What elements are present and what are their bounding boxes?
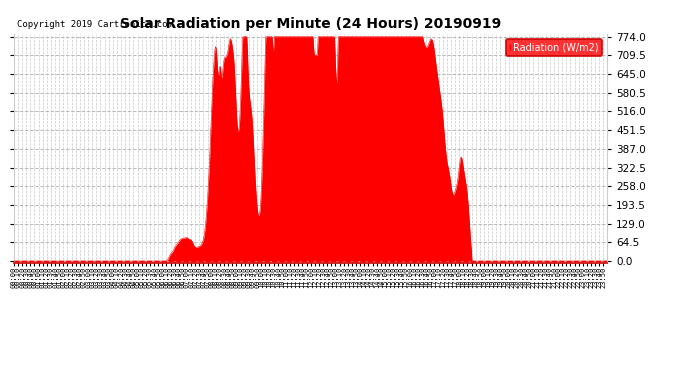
Title: Solar Radiation per Minute (24 Hours) 20190919: Solar Radiation per Minute (24 Hours) 20…	[120, 17, 501, 31]
Legend: Radiation (W/m2): Radiation (W/m2)	[506, 39, 602, 56]
Text: Copyright 2019 Cartronics.com: Copyright 2019 Cartronics.com	[17, 20, 172, 29]
